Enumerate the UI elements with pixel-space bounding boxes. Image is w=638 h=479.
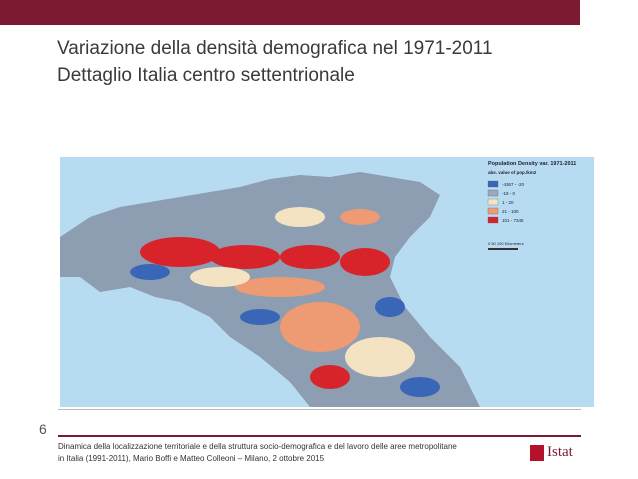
legend-swatch: [487, 216, 499, 224]
legend-swatch: [487, 207, 499, 215]
legend-label: 1 - 20: [502, 200, 514, 205]
map: Population Density var. 1971-2011 abs. va…: [60, 157, 594, 407]
rule: [58, 435, 581, 437]
legend-swatch: [487, 198, 499, 206]
legend-subtitle: abs. value of pop./km2: [488, 170, 537, 175]
scale-bar: [488, 248, 518, 250]
legend-label: -4367 - -20: [502, 182, 525, 187]
logo-mark: [530, 444, 544, 461]
page-number: 6: [39, 421, 47, 437]
subtitle: Dettaglio Italia centro settentrionale: [57, 65, 355, 86]
legend-swatch: [487, 180, 499, 188]
logo-text: Istat: [547, 444, 573, 460]
scale-label: 0 50 100 Kilometers: [488, 241, 524, 246]
legend: Population Density var. 1971-2011 abs. va…: [487, 161, 576, 250]
legend-title: Population Density var. 1971-2011: [488, 161, 576, 167]
density-patches: [130, 207, 440, 397]
legend-label: -19 - 0: [502, 191, 516, 196]
legend-label: 21 - 100: [502, 209, 519, 214]
legend-swatch: [487, 189, 499, 197]
top-bar: [0, 0, 580, 25]
title: Variazione della densità demografica nel…: [57, 38, 493, 59]
legend-label: 101 - 7345: [502, 218, 524, 223]
footer-line: in Italia (1991-2011), Mario Boffi e Mat…: [58, 454, 325, 463]
logo: Istat: [530, 444, 573, 461]
footer-line: Dinamica della localizzazione territoria…: [58, 442, 457, 451]
rule: [58, 409, 581, 410]
